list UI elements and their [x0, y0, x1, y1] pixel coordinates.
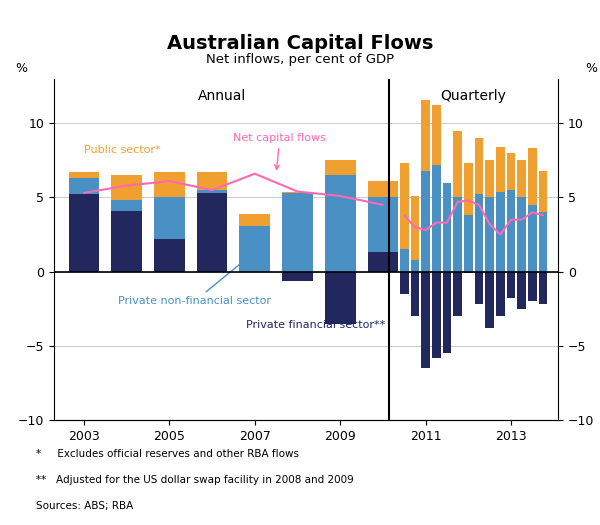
Bar [154, 172, 185, 197]
Bar [475, 138, 483, 194]
Bar [68, 178, 99, 194]
Bar [507, 271, 515, 298]
Bar [464, 271, 473, 273]
Bar [197, 193, 227, 271]
Bar [539, 212, 547, 271]
Text: Australian Capital Flows: Australian Capital Flows [167, 34, 433, 53]
Bar [464, 215, 473, 271]
Bar [421, 171, 430, 271]
Bar [368, 181, 398, 197]
Text: Net inflows, per cent of GDP: Net inflows, per cent of GDP [206, 52, 394, 66]
Bar [282, 271, 313, 280]
Bar [154, 239, 185, 271]
Bar [454, 197, 462, 271]
Bar [111, 175, 142, 201]
Text: Private non-financial sector: Private non-financial sector [118, 248, 271, 306]
Text: *     Excludes official reserves and other RBA flows: * Excludes official reserves and other R… [36, 449, 299, 459]
Text: **   Adjusted for the US dollar swap facility in 2008 and 2009: ** Adjusted for the US dollar swap facil… [36, 475, 354, 485]
Text: Net capital flows: Net capital flows [233, 133, 326, 170]
Bar [432, 165, 440, 271]
Bar [325, 271, 356, 323]
Bar [528, 205, 536, 271]
Text: Public sector*: Public sector* [84, 145, 161, 155]
Bar [197, 190, 227, 193]
Text: Private financial sector**: Private financial sector** [246, 320, 385, 330]
Bar [539, 171, 547, 212]
Bar [475, 271, 483, 304]
Bar [400, 271, 409, 294]
Bar [507, 153, 515, 190]
Bar [454, 271, 462, 316]
Bar [239, 226, 270, 271]
Bar [154, 197, 185, 239]
Bar [432, 106, 440, 165]
Bar [197, 172, 227, 190]
Bar [410, 271, 419, 316]
Bar [239, 214, 270, 226]
Bar [400, 249, 409, 271]
Bar [410, 260, 419, 271]
Bar [68, 194, 99, 271]
Text: Sources: ABS; RBA: Sources: ABS; RBA [36, 501, 133, 511]
Bar [517, 160, 526, 197]
Bar [111, 201, 142, 211]
Bar [485, 160, 494, 197]
Bar [528, 149, 536, 205]
Bar [496, 271, 505, 316]
Bar [539, 271, 547, 304]
Bar [410, 196, 419, 260]
Bar [282, 193, 313, 271]
Bar [443, 271, 451, 353]
Text: Quarterly: Quarterly [441, 89, 506, 103]
Bar [432, 271, 440, 358]
Bar [475, 194, 483, 271]
Bar [421, 100, 430, 171]
Text: Annual: Annual [197, 89, 246, 103]
Bar [400, 163, 409, 249]
Bar [421, 271, 430, 368]
Bar [485, 197, 494, 271]
Bar [111, 211, 142, 271]
Bar [496, 147, 505, 192]
Bar [368, 197, 398, 253]
Bar [325, 175, 356, 271]
Text: %: % [15, 62, 27, 75]
Text: %: % [585, 62, 597, 75]
Bar [282, 192, 313, 193]
Bar [517, 197, 526, 271]
Bar [496, 192, 505, 271]
Bar [454, 131, 462, 197]
Bar [517, 271, 526, 309]
Bar [443, 183, 451, 271]
Bar [507, 190, 515, 271]
Bar [368, 253, 398, 271]
Bar [68, 172, 99, 178]
Bar [528, 271, 536, 301]
Bar [485, 271, 494, 328]
Bar [464, 163, 473, 215]
Bar [325, 160, 356, 175]
